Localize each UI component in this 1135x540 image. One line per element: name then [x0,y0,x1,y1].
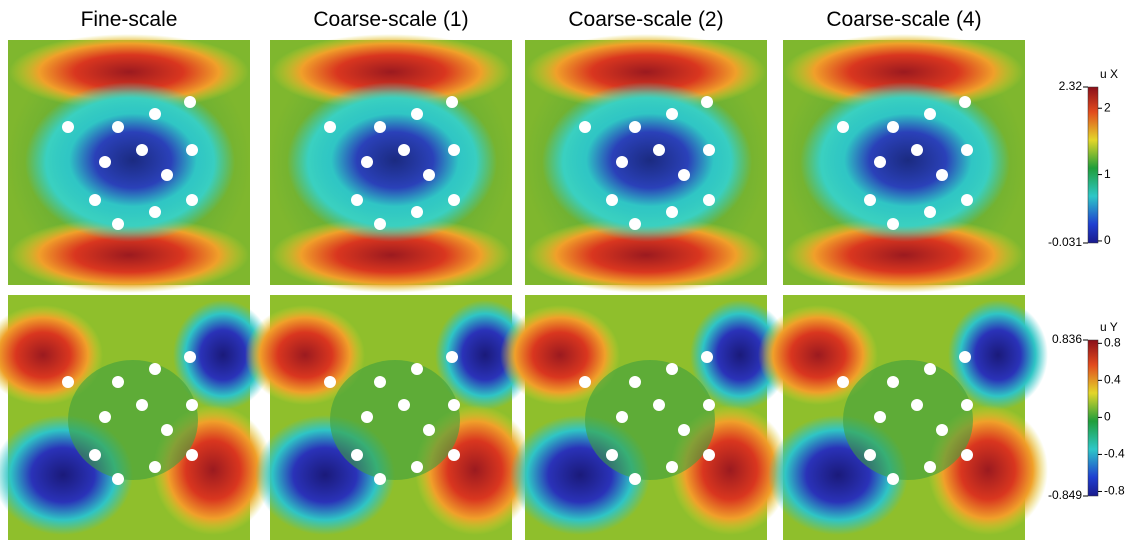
tick-label: -0.4 [1104,447,1125,461]
colorbar-max: 2.32 [1059,79,1083,93]
field-plot [500,295,790,540]
field-plot [270,34,512,293]
field-plot [8,34,250,293]
colorbar-max: 0.836 [1052,332,1082,346]
column-title: Coarse-scale (1) [313,8,468,31]
tick-label: -0.8 [1104,484,1125,498]
tick-label: 2 [1104,100,1111,114]
field-plot [758,295,1048,540]
colorbar-label: u X [1100,67,1118,81]
tick-label: 0 [1104,410,1111,424]
panels [0,34,1048,540]
tick-label: 1 [1104,167,1111,181]
figure: Fine-scale Coarse-scale (1) Coarse-scale… [0,0,1135,540]
column-title: Coarse-scale (2) [568,8,723,31]
column-title: Coarse-scale (4) [826,8,981,31]
field-plot [245,295,535,540]
colorbar-min: -0.849 [1048,488,1082,502]
colorbar-min: -0.031 [1048,235,1082,249]
colorbar [1088,87,1098,243]
tick-label: 0.8 [1104,336,1121,350]
column-title: Fine-scale [81,8,178,31]
field-plot [525,34,767,293]
colorbar-label: u Y [1100,320,1118,334]
colorbar [1088,340,1098,496]
field-plot [0,295,273,540]
field-plot [783,34,1025,293]
tick-label: 0.4 [1104,373,1121,387]
tick-label: 0 [1104,233,1111,247]
